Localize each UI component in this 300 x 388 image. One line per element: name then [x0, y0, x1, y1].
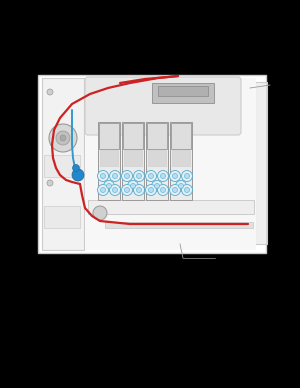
Circle shape: [134, 170, 145, 182]
Circle shape: [47, 180, 53, 186]
Circle shape: [72, 169, 84, 181]
Circle shape: [152, 180, 163, 192]
Circle shape: [98, 170, 109, 182]
Circle shape: [106, 184, 112, 189]
Bar: [170, 122, 192, 200]
Circle shape: [49, 124, 77, 152]
Circle shape: [122, 185, 133, 196]
Bar: [171, 123, 191, 149]
Circle shape: [47, 89, 53, 95]
Bar: [88, 200, 254, 214]
Circle shape: [128, 180, 139, 192]
Circle shape: [130, 184, 136, 189]
Circle shape: [184, 173, 190, 178]
Bar: [42, 78, 84, 250]
Bar: [105, 222, 253, 228]
Circle shape: [136, 187, 142, 192]
Circle shape: [146, 170, 157, 182]
Circle shape: [110, 185, 121, 196]
Bar: [44, 206, 80, 228]
Circle shape: [124, 187, 130, 192]
Bar: [148, 150, 166, 166]
Circle shape: [169, 185, 181, 196]
Circle shape: [184, 187, 190, 192]
Circle shape: [158, 170, 169, 182]
Circle shape: [98, 185, 109, 196]
Bar: [98, 122, 120, 200]
Circle shape: [110, 170, 121, 182]
Bar: [38, 75, 266, 253]
Circle shape: [47, 212, 53, 218]
Circle shape: [148, 187, 154, 192]
Circle shape: [60, 135, 66, 141]
Circle shape: [112, 173, 118, 178]
Circle shape: [160, 173, 166, 178]
Circle shape: [134, 185, 145, 196]
Bar: [146, 122, 168, 200]
Circle shape: [172, 173, 178, 178]
Circle shape: [103, 180, 115, 192]
Bar: [172, 150, 190, 166]
Circle shape: [160, 187, 166, 192]
Circle shape: [148, 173, 154, 178]
Circle shape: [154, 184, 160, 189]
Circle shape: [172, 187, 178, 192]
Bar: [122, 122, 144, 200]
Bar: [44, 155, 80, 177]
Circle shape: [176, 180, 187, 192]
Bar: [124, 150, 142, 166]
Bar: [152, 83, 214, 103]
Circle shape: [73, 165, 80, 171]
Circle shape: [136, 173, 142, 178]
Bar: [255, 82, 267, 244]
Circle shape: [112, 187, 118, 192]
Bar: [84, 78, 256, 250]
Circle shape: [169, 170, 181, 182]
Circle shape: [93, 206, 107, 220]
Bar: [147, 123, 167, 149]
Circle shape: [122, 170, 133, 182]
FancyBboxPatch shape: [85, 77, 241, 135]
Circle shape: [178, 184, 184, 189]
Circle shape: [158, 185, 169, 196]
Bar: [100, 150, 118, 166]
Circle shape: [100, 187, 106, 192]
Circle shape: [146, 185, 157, 196]
Bar: [99, 123, 119, 149]
Circle shape: [182, 185, 193, 196]
Bar: [123, 123, 143, 149]
Circle shape: [182, 170, 193, 182]
Bar: [158, 86, 208, 96]
Circle shape: [124, 173, 130, 178]
Circle shape: [56, 131, 70, 145]
Circle shape: [100, 173, 106, 178]
